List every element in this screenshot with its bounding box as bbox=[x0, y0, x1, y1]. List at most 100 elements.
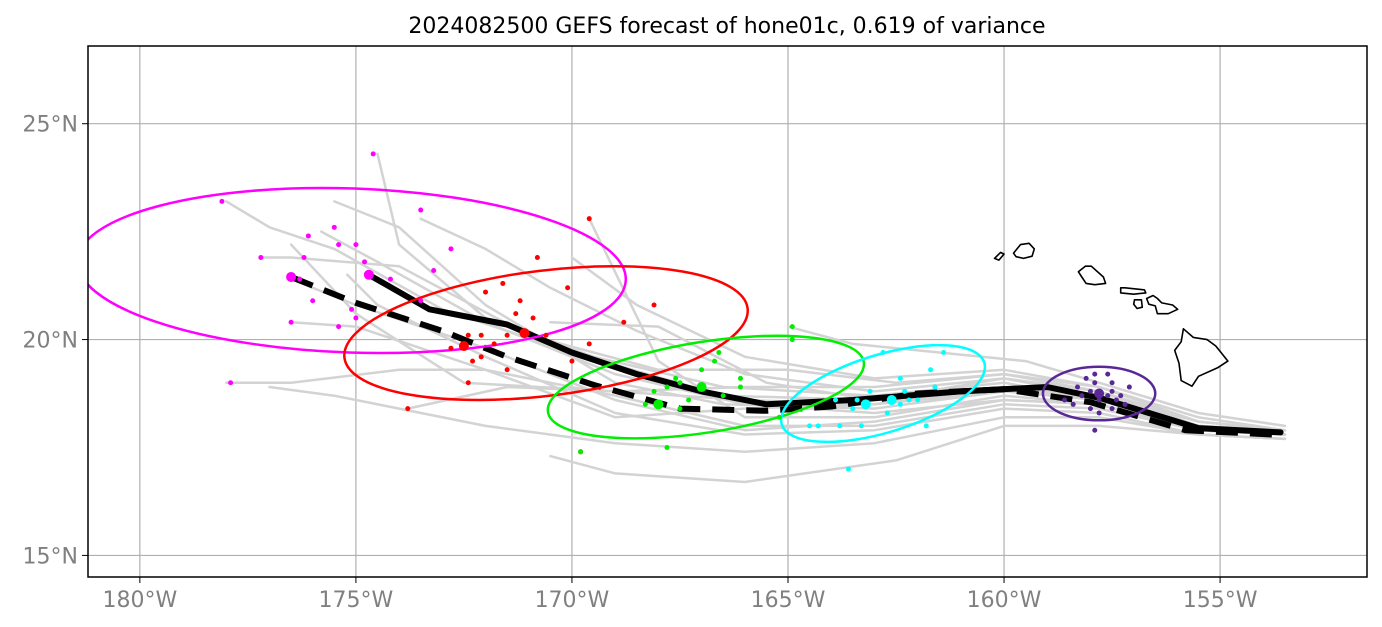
member-position-dot bbox=[448, 345, 454, 351]
member-position-dot bbox=[387, 276, 393, 282]
y-tick-label: 20°N bbox=[23, 329, 78, 354]
member-position-dot bbox=[1126, 384, 1132, 390]
member-position-dot bbox=[534, 255, 540, 261]
member-position-dot bbox=[1113, 397, 1119, 403]
member-position-dot bbox=[837, 423, 843, 429]
member-position-dot bbox=[465, 332, 471, 338]
member-position-dot bbox=[578, 449, 584, 455]
member-position-dot bbox=[219, 198, 225, 204]
member-position-dot bbox=[776, 414, 782, 420]
member-position-dot bbox=[1109, 380, 1115, 386]
axis-ticks: 180°W 175°W 170°W 165°W 160°W 155°W 15°N 20°N 25… bbox=[23, 113, 1258, 613]
member-position-dot bbox=[928, 367, 934, 373]
member-position-dot bbox=[470, 358, 476, 364]
member-position-dot bbox=[353, 315, 359, 321]
center-position-marker bbox=[519, 328, 530, 339]
member-position-dot bbox=[1092, 371, 1098, 377]
member-position-dot bbox=[897, 401, 903, 407]
member-position-dot bbox=[418, 298, 424, 304]
uncertainty-ellipses bbox=[88, 186, 1157, 444]
member-position-dot bbox=[845, 466, 851, 472]
island-outline bbox=[1145, 294, 1179, 315]
member-position-dot bbox=[677, 406, 683, 412]
chart-title: 2024082500 GEFS forecast of hone01c, 0.6… bbox=[408, 14, 1045, 39]
member-position-dot bbox=[858, 423, 864, 429]
member-position-dot bbox=[673, 375, 679, 381]
member-position-dot bbox=[932, 384, 938, 390]
member-position-dot bbox=[850, 406, 856, 412]
member-position-dot bbox=[664, 384, 670, 390]
x-tick-label: 170°W bbox=[535, 588, 610, 613]
plot-frame bbox=[87, 45, 1368, 578]
x-tick-label: 160°W bbox=[967, 588, 1042, 613]
member-position-dot bbox=[504, 332, 510, 338]
member-position-dot bbox=[941, 350, 947, 356]
center-position-marker bbox=[363, 269, 374, 280]
member-position-dot bbox=[737, 384, 743, 390]
member-position-dot bbox=[478, 354, 484, 360]
member-position-dot bbox=[1087, 406, 1093, 412]
ensemble-member-track bbox=[406, 372, 1287, 432]
x-tick-label: 155°W bbox=[1183, 588, 1258, 613]
member-position-dot bbox=[807, 423, 813, 429]
member-position-dot bbox=[699, 367, 705, 373]
ensemble-member-track bbox=[268, 385, 1287, 454]
member-position-dot bbox=[465, 380, 471, 386]
island-outline bbox=[1077, 265, 1107, 286]
member-position-dot bbox=[897, 375, 903, 381]
member-position-dot bbox=[258, 255, 264, 261]
member-position-dot bbox=[418, 207, 424, 213]
member-position-dot bbox=[336, 242, 342, 248]
member-position-dot bbox=[1083, 375, 1089, 381]
ensemble-member-track bbox=[549, 424, 1287, 484]
member-position-dot bbox=[815, 423, 821, 429]
member-position-dot bbox=[349, 306, 355, 312]
member-position-dot bbox=[737, 375, 743, 381]
island-outline bbox=[993, 251, 1005, 261]
member-position-dot bbox=[1087, 388, 1093, 394]
member-position-dot bbox=[405, 406, 411, 412]
member-position-dot bbox=[789, 324, 795, 330]
member-position-dot bbox=[431, 267, 437, 273]
x-tick-label: 180°W bbox=[102, 588, 177, 613]
member-position-dot bbox=[884, 410, 890, 416]
member-position-dot bbox=[1074, 384, 1080, 390]
member-position-dot bbox=[1105, 371, 1111, 377]
ensemble-member-track bbox=[320, 230, 1287, 436]
plot-area bbox=[88, 151, 1287, 484]
center-position-marker bbox=[653, 399, 664, 410]
member-position-dot bbox=[513, 311, 519, 317]
island-outline bbox=[1132, 299, 1144, 310]
member-position-dot bbox=[586, 341, 592, 347]
member-position-dot bbox=[370, 151, 376, 157]
center-position-marker bbox=[458, 341, 469, 352]
member-position-dot bbox=[716, 350, 722, 356]
member-position-dot bbox=[569, 358, 575, 364]
member-position-dot bbox=[1122, 401, 1128, 407]
hawaii-coastline bbox=[993, 242, 1229, 387]
center-position-marker bbox=[886, 395, 897, 405]
member-position-dot bbox=[504, 367, 510, 373]
member-position-dot bbox=[288, 319, 294, 325]
uncertainty-ellipse bbox=[779, 343, 987, 444]
member-position-dot bbox=[833, 397, 839, 403]
member-position-dot bbox=[483, 289, 489, 295]
member-position-dot bbox=[448, 246, 454, 252]
center-position-marker bbox=[860, 399, 871, 410]
member-position-dot bbox=[1109, 388, 1115, 394]
member-position-dot bbox=[686, 397, 692, 403]
member-position-dot bbox=[301, 255, 307, 261]
member-position-dot bbox=[902, 388, 908, 394]
member-position-dot bbox=[228, 380, 234, 386]
x-tick-label: 175°W bbox=[319, 588, 394, 613]
member-position-dot bbox=[651, 302, 657, 308]
island-outline bbox=[1173, 328, 1229, 387]
member-position-dot bbox=[565, 285, 571, 291]
ensemble-member-track bbox=[346, 273, 1287, 441]
y-tick-label: 25°N bbox=[23, 113, 78, 138]
center-markers bbox=[286, 269, 1105, 410]
member-position-dot bbox=[353, 242, 359, 248]
member-position-dot bbox=[906, 397, 912, 403]
